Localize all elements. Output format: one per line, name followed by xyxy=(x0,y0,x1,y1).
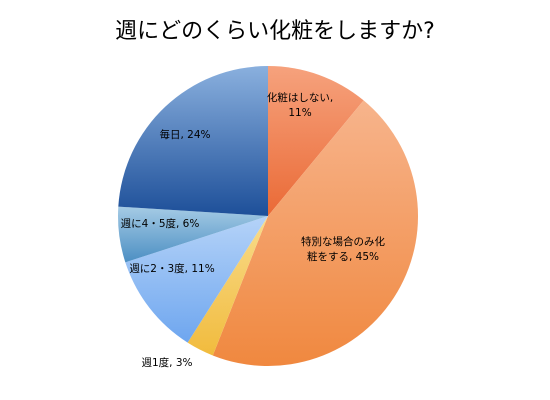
pie-slice xyxy=(187,216,268,356)
pie-slice xyxy=(268,66,364,216)
slice-label: 特別な場合のみ化粧をする, 45% xyxy=(301,235,385,263)
pie-slices xyxy=(118,66,419,367)
pie-slice xyxy=(125,216,268,343)
slice-label: 週に2・3度, 11% xyxy=(129,262,214,275)
chart-title: 週にどのくらい化粧をしますか? xyxy=(115,19,435,44)
pie-slice xyxy=(118,206,268,263)
pie-slice xyxy=(118,66,268,216)
slice-label: 週1度, 3% xyxy=(141,356,192,369)
slice-label: 週に4・5度, 6% xyxy=(121,217,200,230)
slice-label: 毎日, 24% xyxy=(159,128,210,141)
pie-slice xyxy=(212,100,419,367)
slice-label: 化粧はしない, 11% xyxy=(267,91,333,119)
slice-labels: 化粧はしない, 11% 特別な場合のみ化粧をする, 45% 週1度, 3% 週に2・3度… xyxy=(121,91,386,369)
